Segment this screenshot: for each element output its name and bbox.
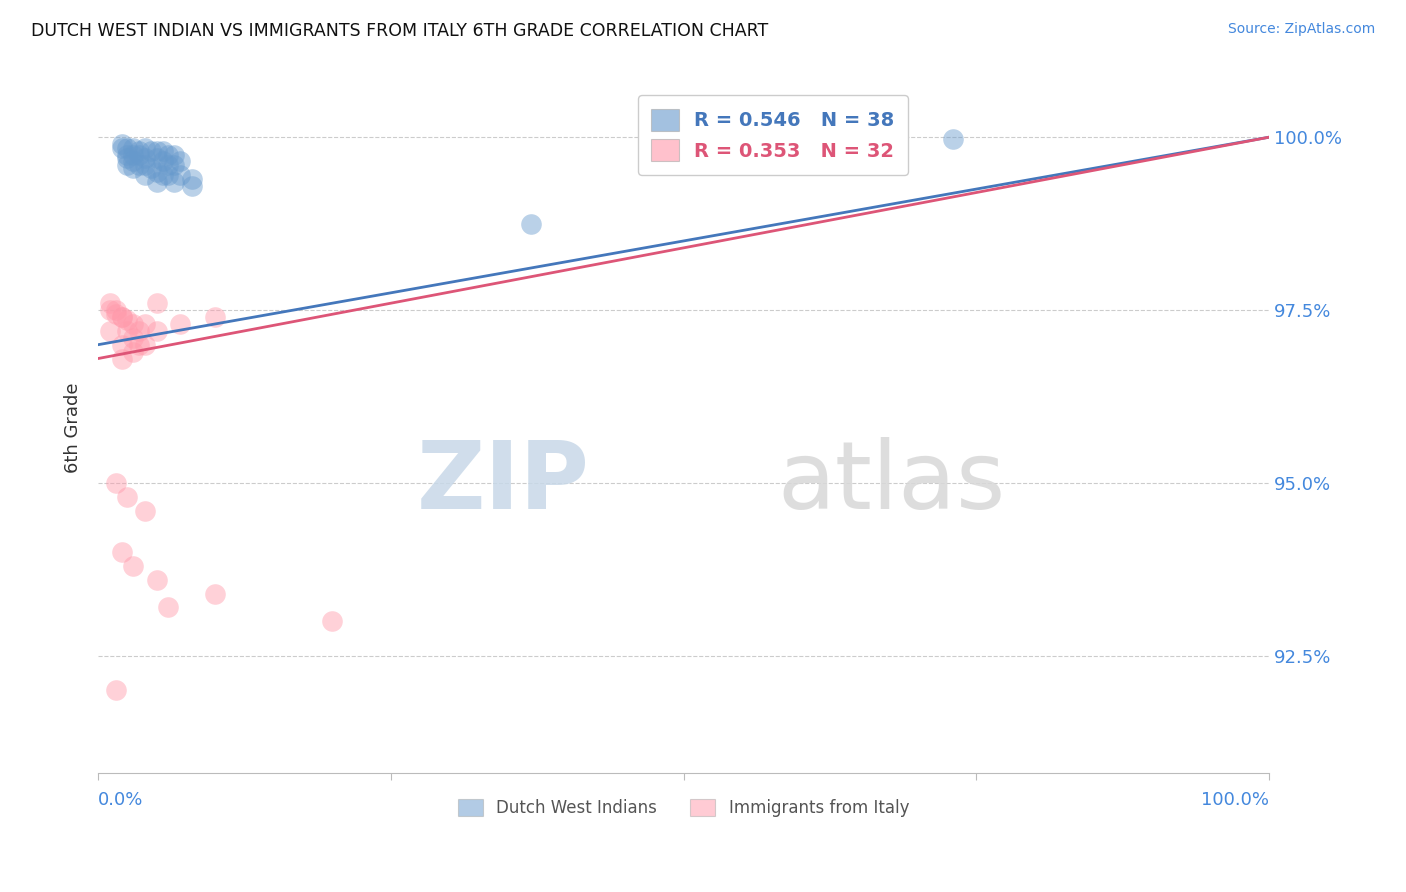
Point (942, 131, 965, 145)
Point (134, 337, 156, 351)
Point (110, 140, 132, 154)
Point (139, 161, 162, 176)
Point (110, 137, 132, 152)
Text: 100.0%: 100.0% (1201, 790, 1270, 809)
Point (145, 144, 167, 158)
Point (163, 175, 186, 189)
Point (117, 158, 139, 172)
Point (180, 171, 202, 186)
Text: atlas: atlas (778, 437, 1005, 529)
Point (134, 168, 156, 182)
Point (157, 147, 180, 161)
Point (204, 587, 226, 601)
Point (110, 351, 132, 366)
Point (128, 324, 150, 338)
Point (163, 158, 186, 172)
Point (122, 558, 145, 573)
Point (110, 337, 132, 351)
Point (122, 161, 145, 176)
Point (157, 168, 180, 182)
Point (117, 140, 139, 154)
Point (122, 317, 145, 331)
Point (145, 296, 167, 310)
Point (180, 178, 202, 193)
Point (122, 147, 145, 161)
Point (128, 147, 150, 161)
Point (98, 296, 121, 310)
Point (122, 331, 145, 345)
Point (152, 154, 174, 169)
Point (145, 324, 167, 338)
Point (117, 151, 139, 165)
Point (134, 317, 156, 331)
Point (110, 310, 132, 324)
Point (152, 168, 174, 182)
Point (110, 310, 132, 324)
Point (122, 154, 145, 169)
Point (104, 683, 127, 698)
Point (122, 140, 145, 154)
Point (134, 158, 156, 172)
Point (134, 503, 156, 517)
Point (104, 303, 127, 318)
Point (139, 144, 162, 158)
Point (134, 140, 156, 154)
Point (157, 158, 180, 172)
Point (128, 337, 150, 351)
Point (134, 151, 156, 165)
Point (169, 317, 191, 331)
Y-axis label: 6th Grade: 6th Grade (65, 383, 82, 473)
Point (145, 165, 167, 179)
Point (117, 313, 139, 327)
Point (128, 144, 150, 158)
Point (520, 217, 543, 231)
Point (163, 147, 186, 161)
Point (110, 545, 132, 559)
Point (117, 147, 139, 161)
Point (204, 310, 226, 324)
Point (145, 175, 167, 189)
Text: 0.0%: 0.0% (98, 790, 143, 809)
Text: DUTCH WEST INDIAN VS IMMIGRANTS FROM ITALY 6TH GRADE CORRELATION CHART: DUTCH WEST INDIAN VS IMMIGRANTS FROM ITA… (31, 22, 768, 40)
Point (145, 151, 167, 165)
Point (152, 144, 174, 158)
Point (169, 154, 191, 169)
Point (128, 158, 150, 172)
Point (98, 303, 121, 318)
Point (157, 600, 180, 615)
Point (117, 490, 139, 504)
Point (169, 168, 191, 182)
Point (321, 615, 343, 629)
Point (117, 324, 139, 338)
Point (98, 324, 121, 338)
Text: ZIP: ZIP (418, 437, 591, 529)
Point (104, 307, 127, 321)
Text: Source: ZipAtlas.com: Source: ZipAtlas.com (1227, 22, 1375, 37)
Point (145, 573, 167, 587)
Point (122, 344, 145, 359)
Point (104, 475, 127, 490)
Legend: Dutch West Indians, Immigrants from Italy: Dutch West Indians, Immigrants from Ital… (451, 792, 915, 824)
